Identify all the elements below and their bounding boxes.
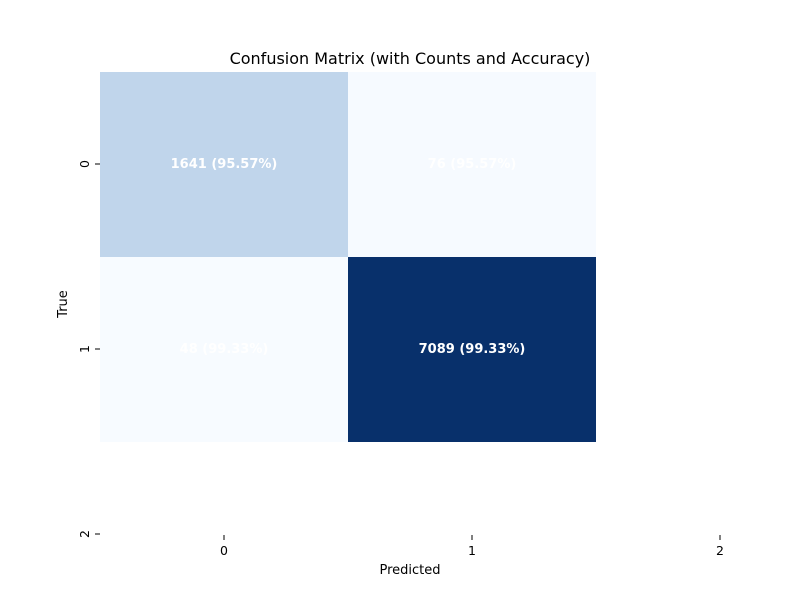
x-axis-label: Predicted: [379, 563, 440, 578]
x-tick-label-2: 2: [716, 543, 724, 558]
heatmap-cells: 1641 (95.57%) 76 (95.57%) 48 (99.33%) 7089 …: [100, 72, 596, 442]
cell-label-r0-c1: 76 (95.57%): [428, 157, 517, 172]
x-axis-ticks: 0 1 2: [220, 535, 724, 558]
y-tick-label-1: 1: [77, 345, 92, 353]
cell-label-r0-c0: 1641 (95.57%): [171, 157, 278, 172]
y-axis-ticks: 0 1 2: [77, 160, 100, 538]
y-tick-label-2: 2: [77, 530, 92, 538]
x-tick-label-1: 1: [468, 543, 476, 558]
cell-label-r1-c1: 7089 (99.33%): [419, 342, 526, 357]
y-axis-label: True: [56, 290, 71, 319]
chart-title: Confusion Matrix (with Counts and Accura…: [230, 49, 591, 68]
cell-label-r1-c0: 48 (99.33%): [180, 342, 269, 357]
heatmap-cell-r0-c1: [348, 72, 596, 257]
y-tick-label-0: 0: [77, 160, 92, 168]
heatmap-cell-r0-c0: [100, 72, 348, 257]
heatmap-cell-r1-c1: [348, 257, 596, 442]
heatmap-cell-r1-c0: [100, 257, 348, 442]
x-tick-label-0: 0: [220, 543, 228, 558]
